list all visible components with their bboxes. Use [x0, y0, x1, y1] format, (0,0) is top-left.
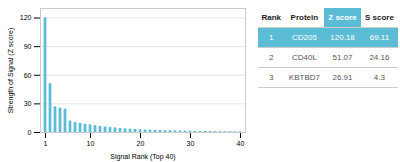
- html-text:2: 2: [269, 53, 274, 62]
- svg-text:1: 1: [44, 140, 48, 147]
- html-text:CD40L: CD40L: [291, 53, 317, 62]
- svg-text:60: 60: [24, 72, 32, 79]
- html-text:24.16: 24.16: [369, 53, 390, 62]
- svg-text:Signal Rank (Top 40): Signal Rank (Top 40): [110, 153, 175, 161]
- svg-text:30: 30: [24, 100, 32, 107]
- html-text:Protein: Protein: [290, 13, 319, 22]
- svg-text:40: 40: [237, 140, 245, 147]
- svg-text:10: 10: [87, 140, 95, 147]
- svg-text:Strength of Signal (Z score): Strength of Signal (Z score): [7, 28, 15, 114]
- html-text:S score: S score: [365, 13, 394, 22]
- svg-text:0: 0: [28, 129, 32, 136]
- html-text:26.91: 26.91: [332, 73, 353, 82]
- html-text:51.07: 51.07: [332, 53, 353, 62]
- svg-text:90: 90: [24, 43, 32, 50]
- html-text:3: 3: [269, 73, 274, 82]
- html-text:Z score: Z score: [328, 13, 357, 22]
- svg-text:20: 20: [137, 140, 145, 147]
- html-text:4.3: 4.3: [373, 73, 385, 82]
- html-text:CD205: CD205: [291, 33, 317, 42]
- svg-text:120: 120: [20, 14, 32, 21]
- html-text:1: 1: [269, 33, 274, 42]
- html-text:120.18: 120.18: [330, 33, 355, 42]
- html-text:KBTBD7: KBTBD7: [288, 73, 320, 82]
- html-text:69.11: 69.11: [369, 33, 390, 42]
- html-text:Rank: Rank: [261, 13, 282, 22]
- svg-text:30: 30: [187, 140, 195, 147]
